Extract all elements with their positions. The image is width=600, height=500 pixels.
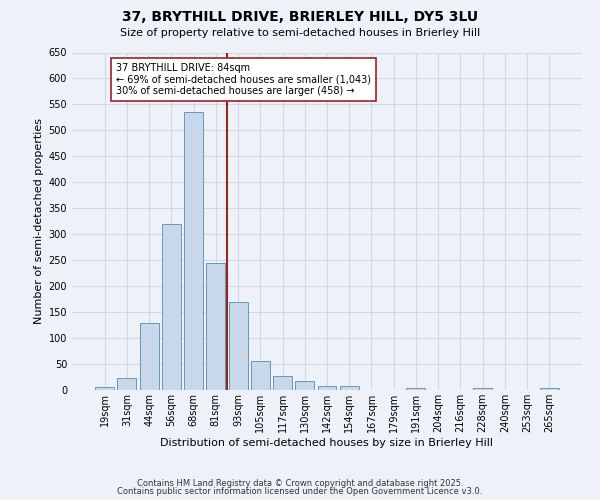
Bar [162,224,181,390]
Text: 37, BRYTHILL DRIVE, BRIERLEY HILL, DY5 3LU: 37, BRYTHILL DRIVE, BRIERLEY HILL, DY5 3… [122,10,478,24]
Bar [340,386,359,390]
Text: Contains public sector information licensed under the Open Government Licence v3: Contains public sector information licen… [118,487,482,496]
Bar [317,386,337,390]
Y-axis label: Number of semi-detached properties: Number of semi-detached properties [34,118,44,324]
Bar [406,388,425,390]
Bar [206,263,225,390]
Bar [273,376,292,390]
Bar [95,388,114,390]
Text: Contains HM Land Registry data © Crown copyright and database right 2025.: Contains HM Land Registry data © Crown c… [137,478,463,488]
Bar [473,388,492,390]
Bar [140,322,158,390]
Bar [540,388,559,390]
Bar [251,362,270,390]
Text: 37 BRYTHILL DRIVE: 84sqm
← 69% of semi-detached houses are smaller (1,043)
30% o: 37 BRYTHILL DRIVE: 84sqm ← 69% of semi-d… [116,63,371,96]
X-axis label: Distribution of semi-detached houses by size in Brierley Hill: Distribution of semi-detached houses by … [161,438,493,448]
Bar [118,378,136,390]
Bar [229,302,248,390]
Bar [184,112,203,390]
Bar [295,380,314,390]
Text: Size of property relative to semi-detached houses in Brierley Hill: Size of property relative to semi-detach… [120,28,480,38]
